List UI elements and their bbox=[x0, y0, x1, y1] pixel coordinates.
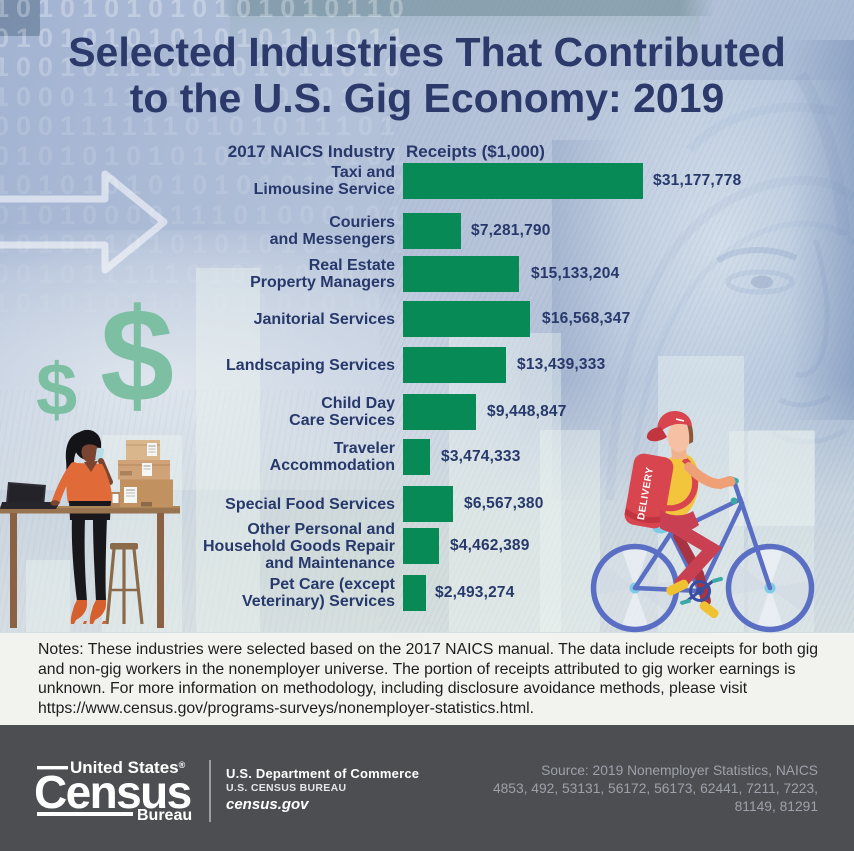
svg-text:Bureau: Bureau bbox=[137, 807, 192, 824]
svg-text:United States®: United States® bbox=[70, 758, 186, 777]
svg-text:Census: Census bbox=[36, 766, 191, 818]
